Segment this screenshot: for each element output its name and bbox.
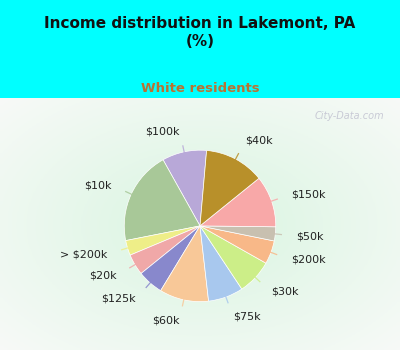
Wedge shape: [161, 226, 209, 302]
Text: $20k: $20k: [89, 271, 117, 281]
Text: $150k: $150k: [292, 189, 326, 199]
Text: $125k: $125k: [102, 294, 136, 304]
Wedge shape: [126, 226, 200, 255]
Text: $30k: $30k: [271, 287, 298, 297]
Wedge shape: [141, 226, 200, 290]
Text: $200k: $200k: [291, 255, 326, 265]
Wedge shape: [200, 226, 276, 241]
Wedge shape: [200, 178, 276, 227]
Text: $50k: $50k: [296, 231, 324, 241]
Wedge shape: [200, 226, 266, 289]
Text: > $200k: > $200k: [60, 249, 107, 259]
Text: $100k: $100k: [145, 126, 180, 136]
Text: City-Data.com: City-Data.com: [314, 111, 384, 121]
Wedge shape: [163, 150, 207, 226]
Wedge shape: [130, 226, 200, 273]
Text: $40k: $40k: [246, 135, 273, 145]
Wedge shape: [200, 150, 259, 226]
Wedge shape: [200, 226, 242, 301]
Wedge shape: [200, 226, 274, 263]
Text: Income distribution in Lakemont, PA
(%): Income distribution in Lakemont, PA (%): [44, 16, 356, 49]
Text: White residents: White residents: [141, 82, 259, 95]
Text: $75k: $75k: [233, 312, 261, 322]
Wedge shape: [124, 160, 200, 240]
Text: $10k: $10k: [84, 180, 112, 190]
Text: $60k: $60k: [152, 316, 179, 326]
